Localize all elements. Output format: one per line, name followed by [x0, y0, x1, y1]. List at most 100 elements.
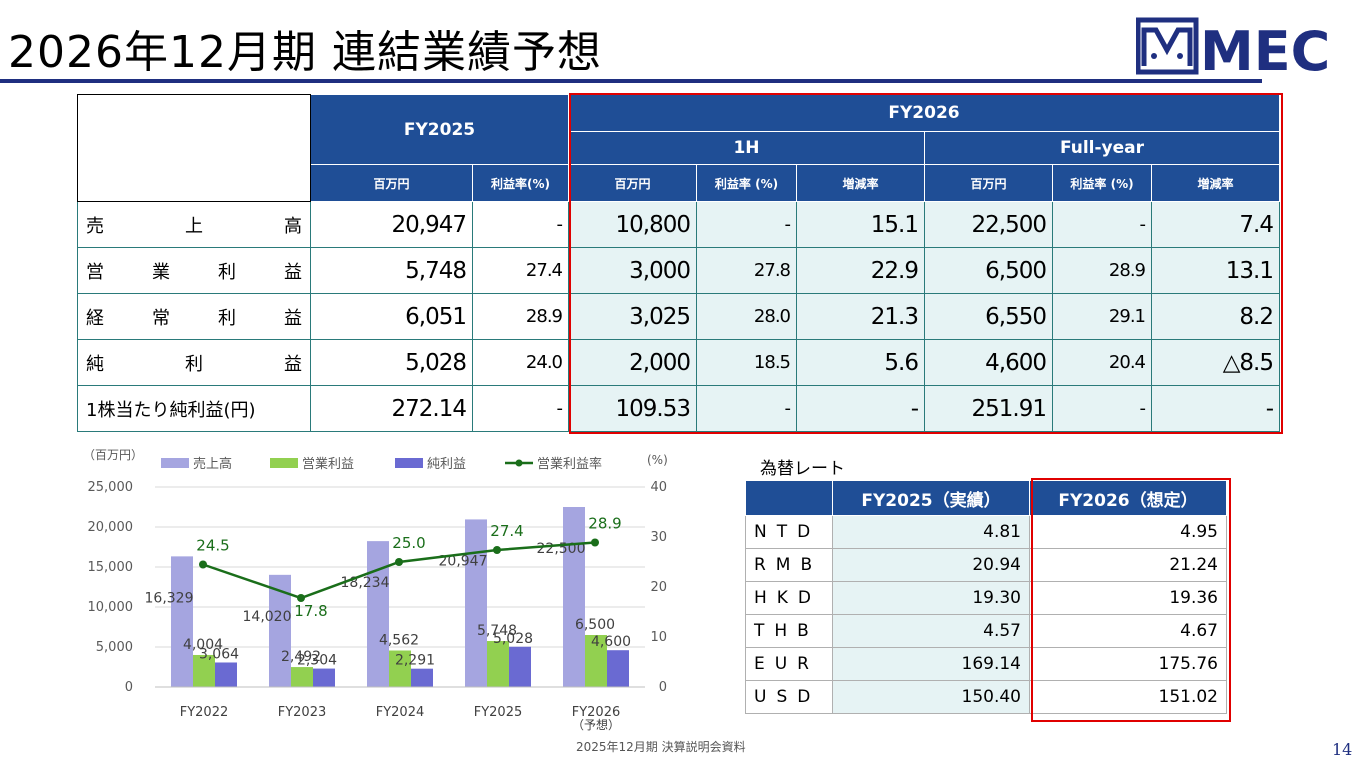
margin-label: 28.9: [588, 515, 621, 533]
row-label-char: 常: [152, 307, 170, 329]
fy-million: 6,500: [924, 247, 1053, 294]
fx-row: HKD 19.30 19.36: [745, 581, 1227, 615]
margin-point: [199, 560, 207, 569]
bar-0: [367, 541, 389, 687]
fy2025-million: 20,947: [310, 201, 473, 248]
margin-point: [591, 538, 599, 547]
table-row: 売上高 20,947-10,800-15.1 22,500-7.4: [77, 201, 1280, 248]
bar-label: 4,004: [183, 637, 223, 653]
fx-table: FY2025（実績） FY2026（想定） NTD 4.81 4.95 RMB 20.9…: [745, 480, 1227, 714]
row-label: 純利益: [77, 339, 311, 386]
legend-label: 営業利益率: [537, 456, 602, 472]
1h-million: 3,025: [568, 293, 697, 340]
forecast-table: FY2025 FY2026 1H Full-year 百万円 利益率(%) 百万…: [77, 94, 1280, 432]
fx-corner: [745, 480, 833, 516]
fx-rate-2026: 4.95: [1029, 515, 1227, 549]
legend-label: 売上高: [193, 456, 232, 472]
fx-row: EUR 169.14 175.76: [745, 647, 1227, 681]
fx-row: USD 150.40 151.02: [745, 680, 1227, 714]
fy2025-million: 272.14: [310, 385, 473, 432]
performance-chart: 0 5,000 10,000 15,000 20,000 25,000 0 10 20 30 40 （…: [83, 448, 668, 732]
y-tick-label: 10,000: [88, 600, 134, 615]
row-label-char: 業: [152, 261, 170, 283]
table-row: 1株当たり純利益(円) 272.14-109.53- -251.91- -: [77, 385, 1280, 432]
row-label: 売上高: [77, 201, 311, 248]
legend-swatch: [270, 458, 298, 468]
fx-rate-2026: 21.24: [1029, 548, 1227, 582]
fy2025-margin: 28.9: [472, 293, 569, 340]
fx-rate-2025: 4.81: [832, 515, 1030, 549]
row-label-char: 利: [218, 307, 236, 329]
margin-label: 25.0: [392, 534, 425, 552]
col-margin-1h: 利益率 (%): [696, 164, 797, 202]
bar-label: 18,234: [341, 575, 390, 591]
col-fy2025: FY2025: [310, 94, 569, 165]
legend-swatch: [161, 458, 189, 468]
bar-label: 2,492: [281, 649, 321, 665]
1h-margin: 27.8: [696, 247, 797, 294]
margin-label: 24.5: [196, 537, 229, 555]
row-label-char: 経: [86, 307, 104, 329]
row-label-char: 益: [284, 353, 302, 375]
fy-million: 22,500: [924, 201, 1053, 248]
fy-change: -: [1151, 385, 1280, 432]
fx-rate-2026: 175.76: [1029, 647, 1227, 681]
1h-million: 109.53: [568, 385, 697, 432]
row-label-char: 益: [284, 307, 302, 329]
table-corner: [77, 94, 311, 202]
col-full-year: Full-year: [924, 131, 1280, 165]
fx-currency: HKD: [745, 581, 833, 615]
1h-change: 15.1: [796, 201, 925, 248]
fy-million: 6,550: [924, 293, 1053, 340]
row-label: 営業利益: [77, 247, 311, 294]
row-label-char: 上: [185, 215, 203, 237]
fx-currency: EUR: [745, 647, 833, 681]
bar-label: 4,600: [591, 634, 631, 650]
fx-rate-2025: 20.94: [832, 548, 1030, 582]
logo-mark: MEC: [1136, 17, 1330, 76]
row-label-char: 営: [86, 261, 104, 283]
fy-margin: 29.1: [1052, 293, 1152, 340]
col-1h: 1H: [568, 131, 925, 165]
y-tick-label: 0: [125, 680, 133, 695]
footer-text: 2025年12月期 決算説明会資料: [576, 740, 746, 754]
fy2025-million: 5,748: [310, 247, 473, 294]
x-tick-label: FY2025: [474, 705, 523, 720]
row-label-char: 利: [185, 353, 203, 375]
fx-rate-2025: 169.14: [832, 647, 1030, 681]
fx-col-2026: FY2026（想定）: [1029, 480, 1227, 516]
bar-2: [411, 668, 433, 687]
table-row: 営 業 利 益 5,748 27.4 3,000 27.8 22.9 6,500 28.9 13.1: [77, 247, 1280, 294]
col-margin-2025: 利益率(%): [472, 164, 569, 202]
bar-label: 4,562: [379, 633, 419, 649]
x-tick-label: FY2024: [376, 705, 425, 720]
y2-tick-label: 10: [650, 630, 667, 645]
margin-point: [395, 558, 403, 566]
1h-margin: 18.5: [696, 339, 797, 386]
bar-2: [607, 650, 629, 687]
y-tick-label: 25,000: [88, 480, 134, 495]
1h-million: 3,000: [568, 247, 697, 294]
fx-row: RMB 20.94 21.24: [745, 548, 1227, 582]
bar-1: [585, 635, 607, 687]
y2-axis-label: (%): [647, 453, 668, 467]
fy-change: 13.1: [1151, 247, 1280, 294]
bar-2: [313, 668, 335, 687]
fx-title: 為替レート: [760, 459, 845, 479]
bar-2: [215, 662, 237, 687]
row-label-char: 益: [284, 261, 302, 283]
bar-label: 6,500: [575, 617, 615, 633]
row-label-char: 高: [284, 215, 302, 237]
fx-rate-2026: 4.67: [1029, 614, 1227, 648]
bar-label: 14,020: [243, 609, 292, 625]
row-label: 経常利益: [77, 293, 311, 340]
bar-0: [269, 574, 291, 687]
fy2025-million: 6,051: [310, 293, 473, 340]
col-change-1h: 増減率: [796, 164, 925, 202]
col-million-1h: 百万円: [568, 164, 697, 202]
1h-margin: 28.0: [696, 293, 797, 340]
1h-million: 2,000: [568, 339, 697, 386]
bar-1: [193, 654, 215, 687]
fy-margin: -: [1052, 201, 1152, 248]
fy2025-margin: -: [472, 201, 569, 248]
